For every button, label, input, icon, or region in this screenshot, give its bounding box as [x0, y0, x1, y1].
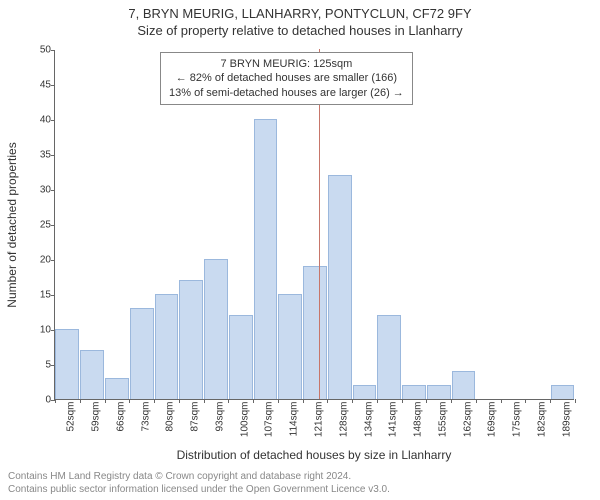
histogram-bar [303, 266, 327, 399]
x-tick-label: 182sqm [536, 402, 547, 438]
y-tick-mark [51, 225, 55, 226]
histogram-bar [105, 378, 129, 399]
histogram-bar [204, 259, 228, 399]
y-tick-label: 25 [25, 220, 51, 231]
histogram-bar [402, 385, 426, 399]
footer-line-1: Contains HM Land Registry data © Crown c… [8, 471, 390, 484]
histogram-bar [427, 385, 451, 399]
x-tick-label: 175sqm [512, 402, 523, 438]
histogram-bar [155, 294, 179, 399]
x-tick-label: 73sqm [140, 402, 151, 432]
annotation-line-2: ← 82% of detached houses are smaller (16… [169, 71, 404, 85]
title-line-2: Size of property relative to detached ho… [0, 23, 600, 38]
x-tick-label: 128sqm [338, 402, 349, 438]
x-tick-mark [476, 399, 477, 403]
histogram-bar [551, 385, 575, 399]
annotation-box: 7 BRYN MEURIG: 125sqm ← 82% of detached … [160, 52, 413, 105]
x-tick-label: 134sqm [363, 402, 374, 438]
histogram-bar [80, 350, 104, 399]
x-tick-mark [402, 399, 403, 403]
x-tick-label: 114sqm [289, 402, 300, 437]
annotation-line-1: 7 BRYN MEURIG: 125sqm [169, 57, 404, 71]
y-tick-label: 40 [25, 115, 51, 126]
x-tick-label: 121sqm [314, 402, 325, 438]
x-tick-label: 162sqm [462, 402, 473, 438]
x-tick-mark [550, 399, 551, 403]
x-tick-mark [575, 399, 576, 403]
x-tick-label: 66sqm [115, 402, 126, 432]
chart-title-block: 7, BRYN MEURIG, LLANHARRY, PONTYCLUN, CF… [0, 0, 600, 38]
y-tick-label: 20 [25, 255, 51, 266]
histogram-bar [353, 385, 377, 399]
x-tick-mark [278, 399, 279, 403]
y-tick-label: 5 [25, 360, 51, 371]
histogram-bar [55, 329, 79, 399]
histogram-bar [229, 315, 253, 399]
y-tick-label: 45 [25, 80, 51, 91]
x-tick-mark [253, 399, 254, 403]
x-tick-mark [327, 399, 328, 403]
footer-attribution: Contains HM Land Registry data © Crown c… [8, 471, 390, 496]
x-tick-mark [204, 399, 205, 403]
x-tick-mark [80, 399, 81, 403]
y-tick-mark [51, 155, 55, 156]
x-tick-mark [501, 399, 502, 403]
x-tick-mark [179, 399, 180, 403]
histogram-bar [254, 119, 278, 399]
histogram-bar [452, 371, 476, 399]
title-line-1: 7, BRYN MEURIG, LLANHARRY, PONTYCLUN, CF… [0, 6, 600, 21]
x-tick-label: 169sqm [487, 402, 498, 438]
x-tick-label: 93sqm [214, 402, 225, 432]
y-tick-label: 35 [25, 150, 51, 161]
x-tick-mark [451, 399, 452, 403]
histogram-bar [377, 315, 401, 399]
y-axis-label: Number of detached properties [5, 125, 19, 325]
x-tick-mark [426, 399, 427, 403]
x-tick-label: 189sqm [561, 402, 572, 438]
y-tick-label: 10 [25, 325, 51, 336]
y-tick-mark [51, 190, 55, 191]
x-tick-mark [55, 399, 56, 403]
x-tick-mark [377, 399, 378, 403]
y-tick-mark [51, 330, 55, 331]
x-tick-label: 155sqm [437, 402, 448, 438]
y-tick-mark [51, 120, 55, 121]
x-tick-label: 148sqm [413, 402, 424, 438]
x-tick-label: 52sqm [66, 402, 77, 432]
x-tick-label: 141sqm [388, 402, 399, 438]
y-tick-label: 50 [25, 45, 51, 56]
y-tick-mark [51, 260, 55, 261]
histogram-bar [328, 175, 352, 399]
histogram-bar [278, 294, 302, 399]
x-tick-mark [228, 399, 229, 403]
y-tick-mark [51, 85, 55, 86]
histogram-bar [179, 280, 203, 399]
x-tick-mark [303, 399, 304, 403]
y-tick-mark [51, 295, 55, 296]
histogram-bar [130, 308, 154, 399]
x-tick-label: 87sqm [190, 402, 201, 432]
x-tick-mark [525, 399, 526, 403]
x-axis-label: Distribution of detached houses by size … [177, 448, 452, 462]
x-tick-mark [105, 399, 106, 403]
x-tick-label: 59sqm [91, 402, 102, 432]
footer-line-2: Contains public sector information licen… [8, 484, 390, 497]
x-tick-mark [129, 399, 130, 403]
y-tick-label: 0 [25, 395, 51, 406]
x-tick-label: 80sqm [165, 402, 176, 432]
x-tick-mark [352, 399, 353, 403]
y-tick-label: 15 [25, 290, 51, 301]
annotation-line-3: 13% of semi-detached houses are larger (… [169, 86, 404, 100]
y-tick-label: 30 [25, 185, 51, 196]
x-tick-mark [154, 399, 155, 403]
x-tick-label: 107sqm [264, 402, 275, 438]
y-tick-mark [51, 50, 55, 51]
y-tick-mark [51, 365, 55, 366]
x-tick-label: 100sqm [239, 402, 250, 438]
